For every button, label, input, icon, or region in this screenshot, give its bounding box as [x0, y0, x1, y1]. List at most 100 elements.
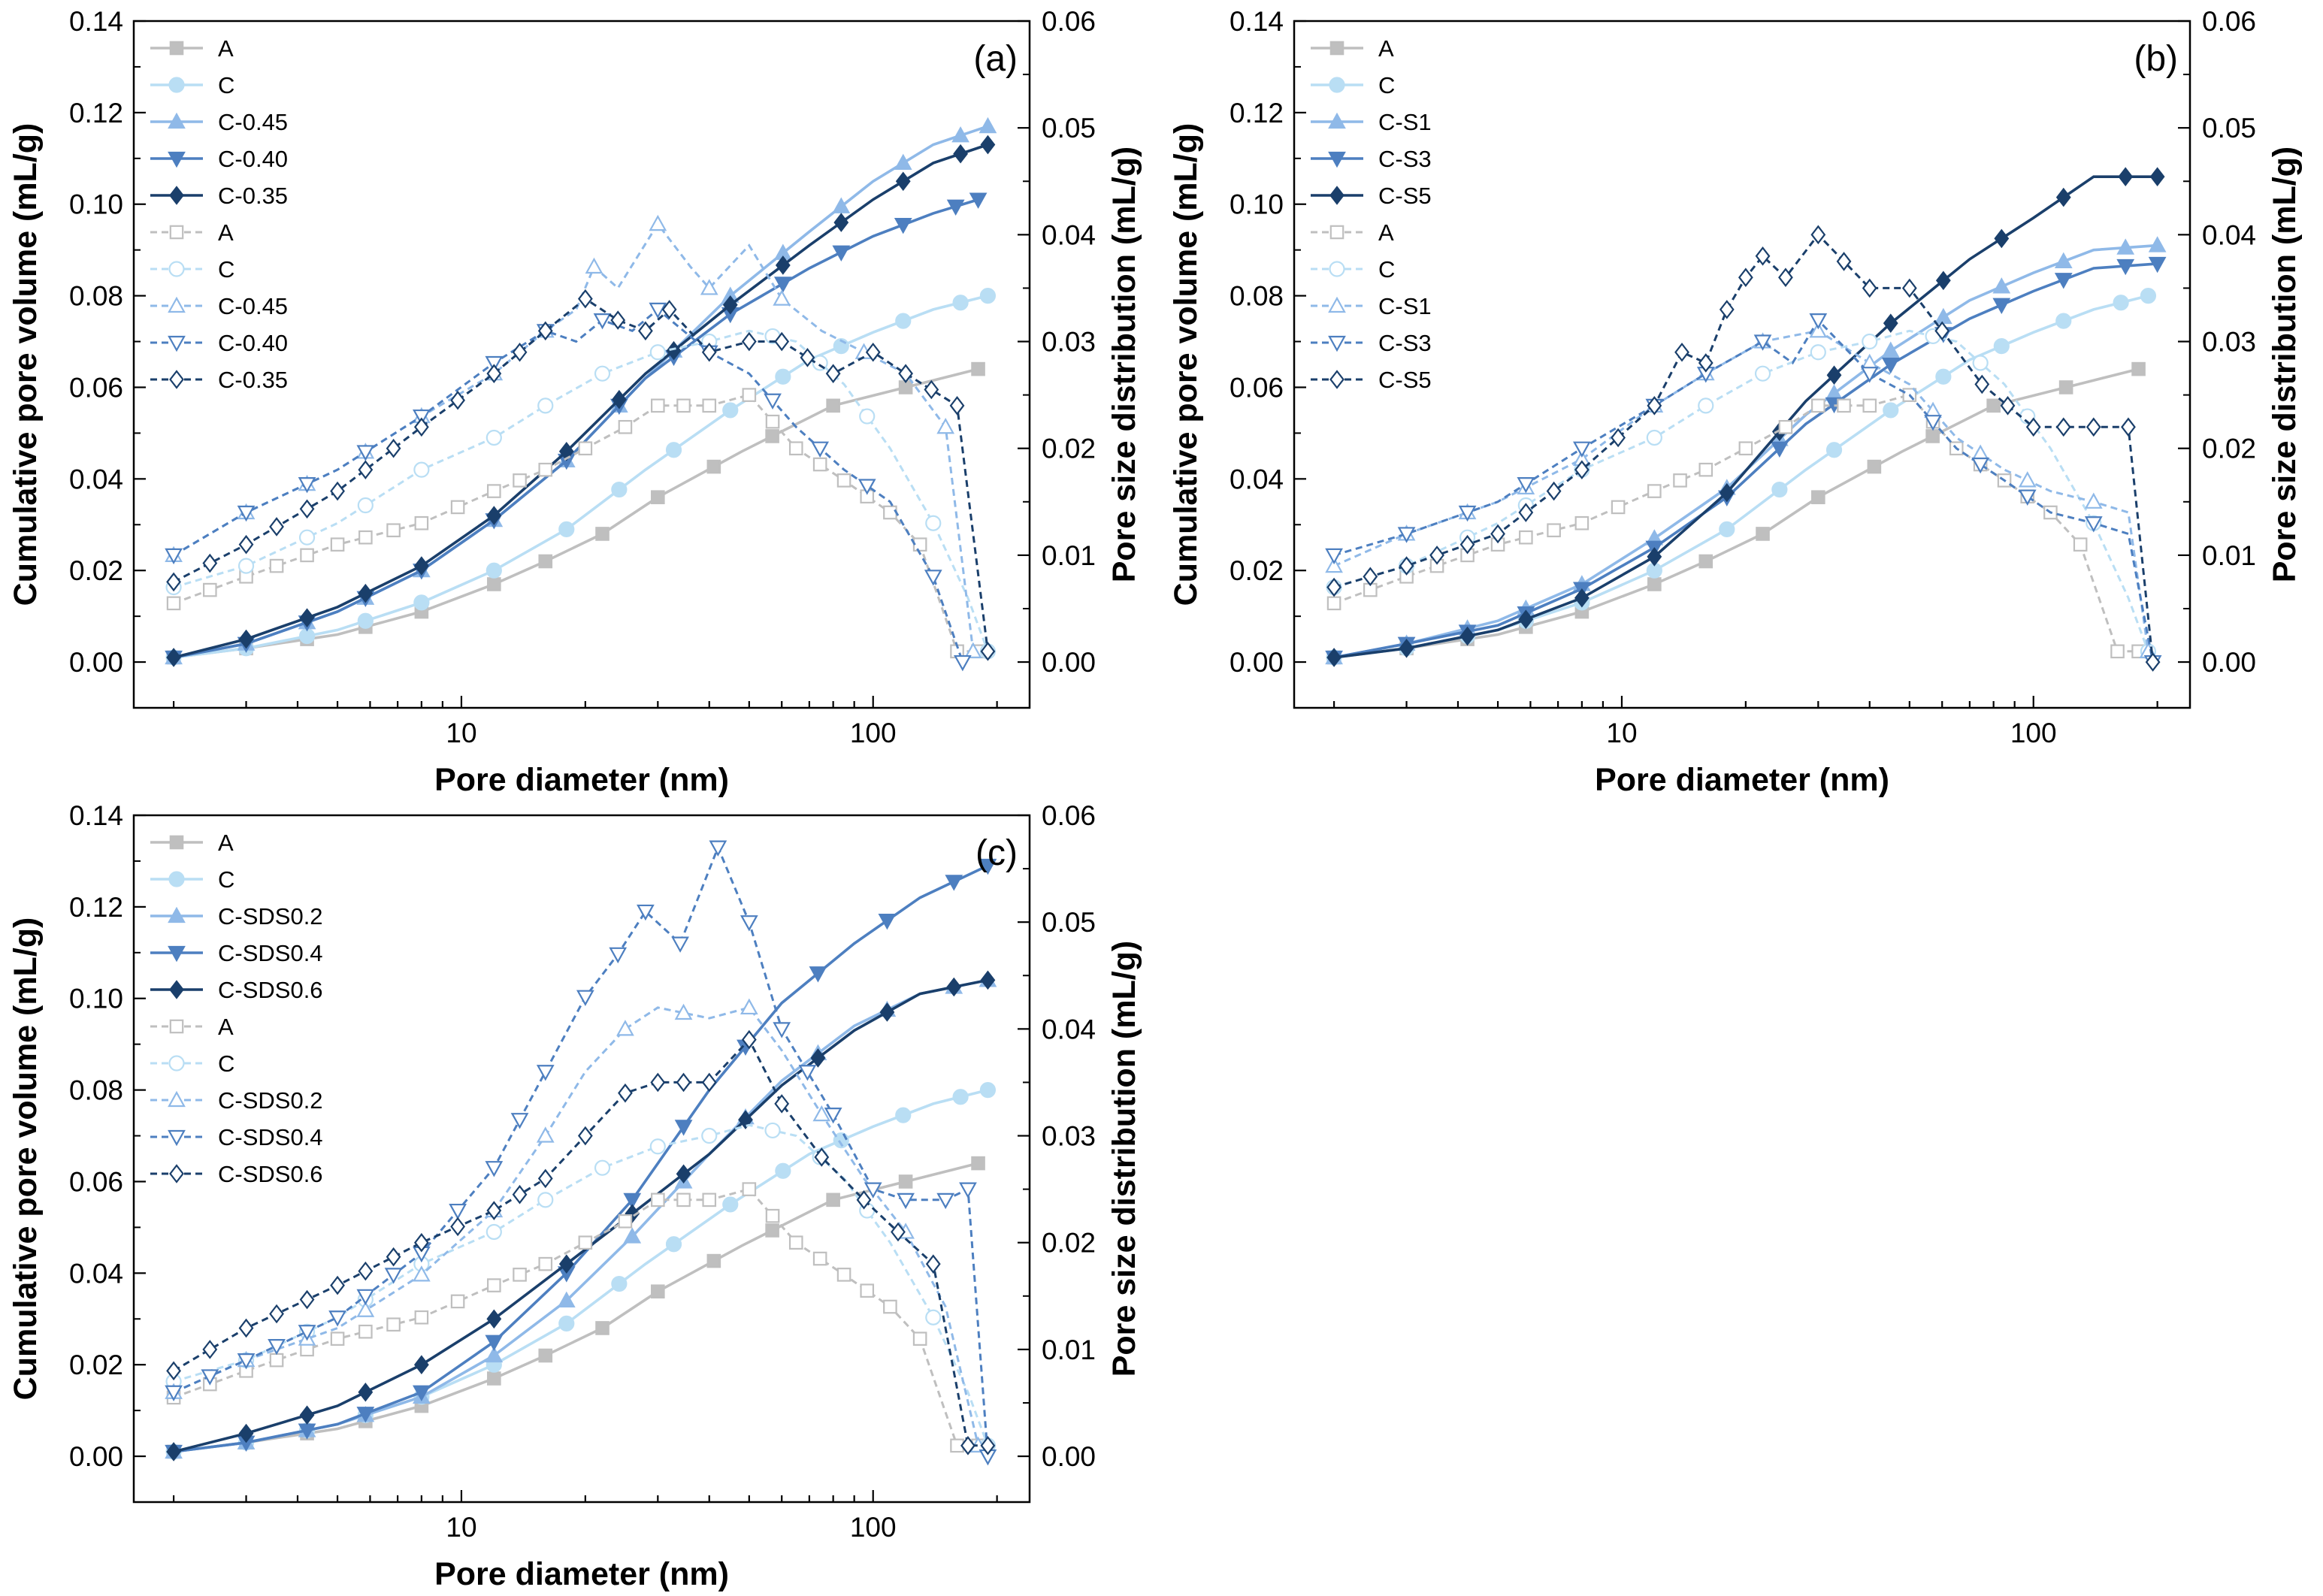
data-point — [924, 570, 942, 586]
data-point — [960, 1436, 975, 1455]
data-point — [701, 342, 717, 362]
data-point — [883, 505, 897, 520]
data-point — [1810, 344, 1826, 361]
legend: ACC-SDS0.2C-SDS0.4C-SDS0.6ACC-SDS0.2C-SD… — [150, 830, 323, 1187]
y-right-tick-label: 0.04 — [2202, 219, 2256, 250]
data-point — [1573, 441, 1591, 458]
data-point — [980, 970, 996, 990]
y-left-tick-label: 0.00 — [69, 647, 123, 678]
legend-item-a-psd: A — [1311, 219, 1394, 246]
legend-marker — [169, 1164, 184, 1183]
data-point — [826, 1192, 840, 1208]
series-line — [173, 978, 988, 1453]
data-point — [832, 245, 851, 261]
data-point — [1519, 530, 1533, 545]
data-point — [1860, 367, 1879, 383]
data-point — [513, 1268, 527, 1282]
y-right-tick-label: 0.03 — [1042, 1121, 1096, 1152]
x-axis: 10 100 — [172, 1490, 998, 1543]
data-point — [450, 390, 465, 410]
data-point — [356, 1289, 375, 1306]
series-c-sds0-6-cumulative — [166, 970, 996, 1461]
legend-item-a-cumulative: A — [150, 830, 234, 856]
data-point — [1518, 609, 1534, 629]
data-point — [1934, 321, 1950, 341]
data-point — [485, 1223, 502, 1241]
data-point — [649, 302, 667, 319]
data-point — [1647, 396, 1662, 416]
legend-item-a-cumulative: A — [1311, 35, 1394, 62]
data-point — [651, 1284, 665, 1299]
legend-item-c-sds0-6-cumulative: C-SDS0.6 — [150, 977, 323, 1003]
legend-marker — [1329, 41, 1344, 56]
legend-item-c-psd: C — [150, 1050, 234, 1077]
data-point — [2084, 516, 2103, 533]
data-point — [413, 409, 431, 426]
data-point — [1611, 428, 1626, 448]
data-point — [576, 990, 594, 1006]
series-line — [173, 367, 979, 659]
data-point — [952, 295, 969, 311]
data-point — [1811, 490, 1825, 505]
legend-label: C — [218, 1050, 234, 1077]
series-c-sds0-4-cumulative — [165, 858, 997, 1461]
data-point — [1754, 365, 1771, 382]
y-right-tick-label: 0.04 — [1042, 1014, 1096, 1044]
data-point — [485, 429, 502, 446]
data-point — [2054, 252, 2073, 268]
data-point — [450, 1294, 465, 1309]
data-point — [450, 1217, 465, 1237]
legend-label: A — [218, 1014, 234, 1040]
data-point — [2000, 396, 2016, 416]
data-point — [2054, 273, 2073, 289]
legend-label: C-SDS0.2 — [218, 1087, 323, 1114]
data-point — [330, 1332, 345, 1346]
data-point — [358, 530, 373, 545]
data-point — [237, 505, 256, 522]
data-point — [665, 1236, 682, 1253]
legend-item-c-0-45-cumulative: C-0.45 — [150, 109, 288, 135]
x-tick-label: 100 — [850, 718, 897, 748]
data-point — [953, 144, 968, 164]
data-point — [742, 388, 757, 402]
data-point — [623, 1192, 642, 1210]
data-point — [775, 1162, 791, 1179]
y-right-axis-title: Pore size distribution (mL/g) — [2267, 147, 2303, 583]
data-point — [891, 1222, 906, 1242]
legend-marker — [168, 1055, 185, 1072]
series-c-0-35-cumulative — [166, 135, 996, 667]
data-point — [238, 1423, 254, 1443]
data-point — [925, 1309, 942, 1325]
data-point — [979, 858, 997, 875]
data-point — [269, 1353, 284, 1368]
y-right-tick-label: 0.01 — [1042, 1335, 1096, 1365]
data-point — [299, 608, 315, 627]
y-axis-right: 0.00 0.01 0.02 0.03 0.04 0.05 0.06 — [2178, 6, 2256, 678]
legend-item-c-s5-psd: C-S5 — [1311, 367, 1432, 393]
plot-area — [165, 116, 997, 672]
y-right-tick-label: 0.00 — [1042, 1441, 1096, 1472]
data-point — [203, 582, 217, 597]
data-point — [809, 966, 827, 983]
data-point — [1738, 268, 1753, 288]
data-point — [674, 1120, 693, 1136]
legend-item-c-sds0-2-cumulative: C-SDS0.2 — [150, 903, 323, 929]
data-point — [536, 1065, 555, 1081]
data-point — [2140, 288, 2157, 304]
data-point — [558, 1315, 575, 1332]
data-point — [706, 1253, 721, 1268]
data-point — [1836, 252, 1852, 271]
data-point — [486, 1201, 502, 1220]
series-line — [1333, 329, 2149, 652]
legend-item-c-sds0-2-psd: C-SDS0.2 — [150, 1087, 323, 1114]
data-point — [486, 1309, 502, 1329]
data-point — [1698, 353, 1714, 373]
y-right-tick-label: 0.01 — [2202, 540, 2256, 571]
data-point — [963, 642, 982, 658]
legend-marker — [169, 835, 184, 850]
y-left-tick-label: 0.14 — [69, 800, 123, 831]
legend-label: C-S1 — [1378, 293, 1432, 319]
legend-marker — [168, 77, 185, 93]
